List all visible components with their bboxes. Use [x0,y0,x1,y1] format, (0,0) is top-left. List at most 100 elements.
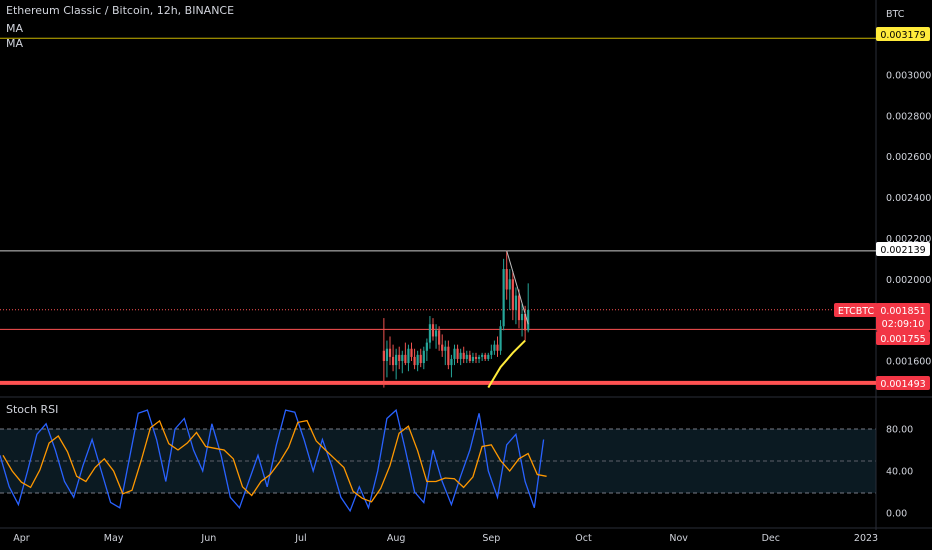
candle-body [517,295,521,321]
time-tick-label: Sep [482,533,500,544]
candle-body [419,354,422,364]
price-tick-label: 0.001600 [886,357,931,368]
price-tag-resistance[interactable]: 0.002139 [876,242,930,256]
stoch-rsi-axis: 80.00 40.00 0.00 [886,425,913,520]
candle-body [490,350,493,355]
candle [502,258,505,331]
candle [499,320,502,355]
candle [477,354,481,364]
candle-body [422,350,425,364]
candle-body [468,354,471,361]
candle [441,334,444,357]
candle-body [465,354,468,359]
price-tag-support-b-label: 0.001493 [880,379,925,390]
moving-average-line [487,339,526,389]
candle-body [450,358,453,366]
candle [459,348,462,366]
candle-body [425,342,428,351]
candle [462,346,465,364]
price-tag-support-b[interactable]: 0.001493 [876,376,930,390]
candle [401,350,404,374]
candle-body [499,326,502,351]
price-tick-label: 0.003000 [886,70,931,81]
candle [391,344,395,372]
candle-body [447,346,450,366]
candle [438,326,441,351]
candle [520,303,524,337]
time-tick-label: May [104,533,124,544]
candle [385,340,389,378]
stoch-rsi-lines [0,408,547,513]
candle-body [434,330,438,337]
candle-body [388,348,392,357]
time-axis[interactable]: Apr May Jun Jul Aug Sep Oct Nov Dec 2023 [13,533,878,544]
candle [490,344,493,359]
candle [481,352,484,361]
ma-legend-1[interactable]: MA [6,22,24,35]
candle [395,348,398,380]
candle-body [385,348,389,361]
price-tag-resistance-label: 0.002139 [880,245,925,256]
candle [524,305,527,341]
time-tick-label: Dec [762,533,780,544]
price-tag-top-line-bg [876,27,930,41]
candle [419,348,422,368]
candle-body [484,354,487,359]
candle-body [391,356,395,366]
price-axis: 0.003000 0.002800 0.002600 0.002400 0.002200… [886,70,931,367]
price-tag-support-a-label: 0.001755 [880,334,925,345]
candle-body [404,354,407,364]
candle-body [444,346,447,351]
candles [382,250,530,388]
candle [456,344,459,364]
candle-body [505,269,508,290]
candle-body [395,354,398,366]
time-tick-label: Nov [669,533,688,544]
candle [453,344,456,366]
downtrend-line [506,250,529,325]
price-tag-resistance-bg [876,242,930,256]
candle-body [438,330,441,345]
price-tag-top-line-label: 0.003179 [880,30,925,41]
candle [496,336,499,357]
price-tag-top-line[interactable]: 0.003179 [876,27,930,41]
candle [416,350,419,372]
candle [508,269,511,310]
time-tick-label: 2023 [854,533,878,544]
price-tag-countdown: 02:09:10 [882,319,925,330]
candle-body [474,356,478,359]
price-tag-support-a[interactable]: 0.001755 [876,331,930,345]
candle-body [431,324,435,337]
stoch-rsi-title[interactable]: Stoch RSI [6,403,59,416]
candle-body [527,309,530,331]
candle [447,340,450,370]
time-tick-label: Aug [387,533,406,544]
candle [505,250,508,300]
candle-body [487,354,490,359]
price-axis-currency: BTC [886,9,905,20]
candle-body [456,348,459,359]
price-tag-support-b-bg [876,376,930,390]
symbol-tag[interactable]: ETCBTC [834,303,878,317]
candle-body [453,348,456,359]
price-tag-last[interactable]: 0.001851 02:09:10 [876,303,930,331]
price-tick-label: 0.002400 [886,193,931,204]
candle [514,287,518,325]
ma-legend-2[interactable]: MA [6,37,24,50]
candle-body [398,354,401,361]
candle-body [413,356,416,366]
candle-body [416,354,419,366]
symbol-tag-bg [834,303,878,317]
candle [398,346,401,370]
candle [511,271,514,321]
candle [382,318,385,388]
symbol-title[interactable]: Ethereum Classic / Bitcoin, 12h, BINANCE [6,4,235,17]
candle [487,352,490,361]
candle [468,350,471,364]
symbol-tag-label: ETCBTC [838,306,875,317]
price-tick-label: 0.002200 [886,234,931,245]
candle-body [493,344,496,351]
candle-body [407,348,410,364]
time-tick-label: Oct [575,533,592,544]
